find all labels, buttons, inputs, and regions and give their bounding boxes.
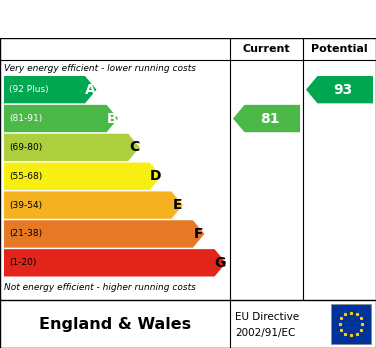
Polygon shape [4, 163, 161, 190]
Text: EU Directive: EU Directive [235, 312, 299, 322]
Text: (55-68): (55-68) [9, 172, 42, 181]
Text: E: E [172, 198, 182, 212]
Polygon shape [4, 249, 226, 277]
Polygon shape [233, 105, 300, 132]
Text: (81-91): (81-91) [9, 114, 42, 123]
Text: Not energy efficient - higher running costs: Not energy efficient - higher running co… [4, 284, 196, 293]
Text: Energy Efficiency Rating: Energy Efficiency Rating [68, 10, 308, 28]
Text: Current: Current [243, 44, 290, 54]
Polygon shape [4, 191, 183, 219]
Text: 2002/91/EC: 2002/91/EC [235, 327, 296, 338]
Polygon shape [306, 76, 373, 103]
Text: B: B [107, 112, 118, 126]
Text: F: F [194, 227, 203, 241]
Text: 81: 81 [260, 112, 280, 126]
Text: 93: 93 [333, 83, 353, 97]
Polygon shape [4, 134, 139, 161]
Polygon shape [4, 76, 97, 103]
Polygon shape [4, 105, 118, 132]
Text: G: G [215, 256, 226, 270]
Text: Very energy efficient - lower running costs: Very energy efficient - lower running co… [4, 64, 196, 73]
Text: (69-80): (69-80) [9, 143, 42, 152]
Text: D: D [150, 169, 161, 183]
Text: (21-38): (21-38) [9, 229, 42, 238]
Text: A: A [85, 83, 96, 97]
Text: Potential: Potential [311, 44, 368, 54]
Text: C: C [129, 140, 139, 155]
Text: (39-54): (39-54) [9, 200, 42, 209]
Bar [331, 304, 371, 344]
Text: (1-20): (1-20) [9, 258, 36, 267]
Text: (92 Plus): (92 Plus) [9, 85, 49, 94]
Polygon shape [4, 220, 205, 248]
Text: England & Wales: England & Wales [39, 316, 191, 332]
